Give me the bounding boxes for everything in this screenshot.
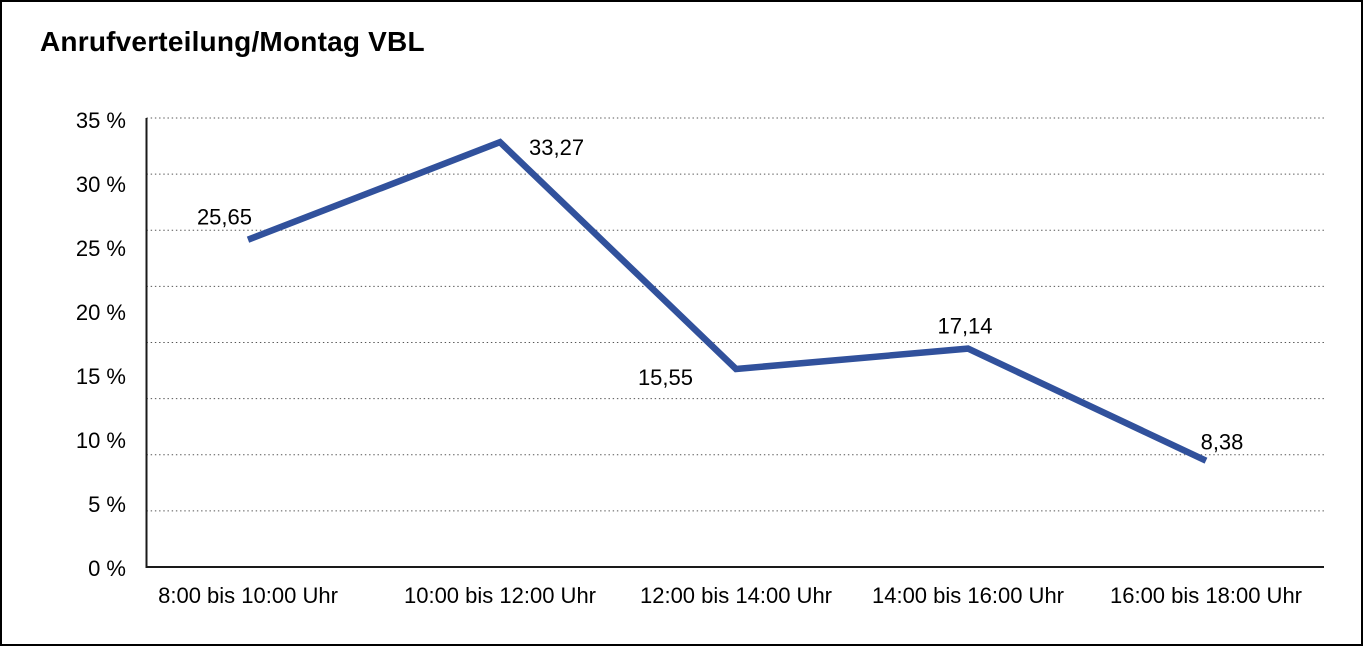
data-point-label: 25,65	[197, 205, 252, 230]
x-axis-category-label: 14:00 bis 16:00 Uhr	[872, 583, 1064, 608]
data-point-label: 33,27	[529, 135, 584, 160]
y-axis-tick-label: 30 %	[76, 172, 126, 197]
y-axis-tick-label: 10 %	[76, 428, 126, 453]
x-axis-category-label: 12:00 bis 14:00 Uhr	[640, 583, 832, 608]
x-axis-category-label: 10:00 bis 12:00 Uhr	[404, 583, 596, 608]
y-axis-tick-label: 25 %	[76, 236, 126, 261]
y-axis-tick-label: 15 %	[76, 364, 126, 389]
chart-title: Anrufverteilung/Montag VBL	[40, 26, 425, 57]
y-axis-tick-label: 35 %	[76, 108, 126, 133]
x-axis-category-label: 16:00 bis 18:00 Uhr	[1110, 583, 1302, 608]
y-axis-tick-label: 0 %	[88, 556, 126, 581]
data-point-label: 17,14	[937, 314, 992, 339]
y-axis-tick-label: 5 %	[88, 492, 126, 517]
x-axis-category-label: 8:00 bis 10:00 Uhr	[158, 583, 338, 608]
y-axis-tick-label: 20 %	[76, 300, 126, 325]
data-point-label: 15,55	[638, 365, 693, 390]
series-line	[246, 138, 1208, 464]
data-point-label: 8,38	[1201, 430, 1244, 455]
